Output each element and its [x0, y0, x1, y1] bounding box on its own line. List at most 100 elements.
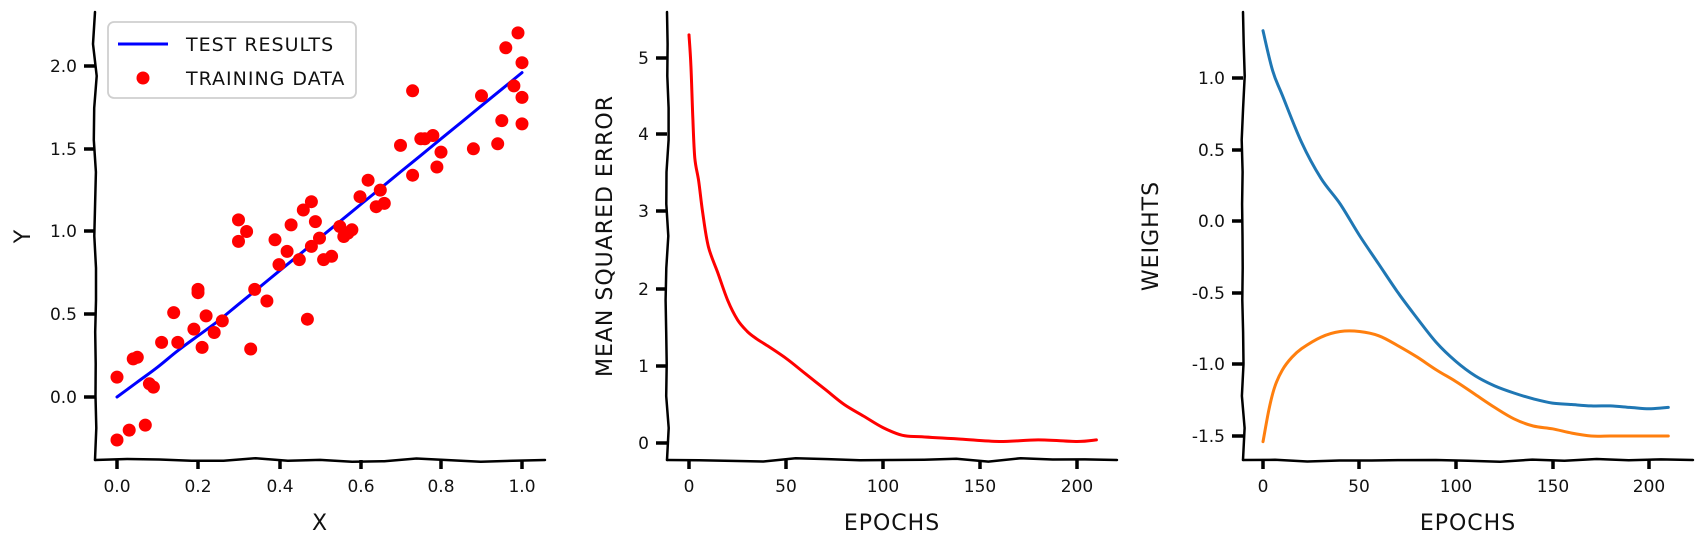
legend: TEST RESULTS TRAINING DATA — [107, 21, 357, 99]
x-tick-label: 0.4 — [266, 477, 293, 497]
x-tick-label: 50 — [1348, 477, 1370, 497]
y-tick-label: 1 — [638, 357, 649, 377]
data-point — [515, 117, 529, 131]
data-point — [304, 195, 318, 209]
x-axis-line — [665, 456, 1119, 463]
legend-label: TRAINING DATA — [185, 68, 345, 90]
panel-1: 0.0 0.2 0.4 0.6 0.8 1.0 0.0 0.5 1.0 1.5 2.0 X Y TEST … — [11, 10, 547, 536]
data-point — [122, 423, 136, 437]
data-point — [353, 190, 367, 204]
data-point — [426, 129, 440, 142]
y-axis-label: MEAN SQUARED ERROR — [593, 95, 618, 377]
data-point — [406, 168, 420, 182]
series-line-1 — [1261, 29, 1670, 411]
panel-2: 0 50 100 150 200 0 1 2 3 4 5 EPOCHS MEAN SQUARED ERR… — [593, 10, 1119, 536]
series-training-data — [110, 26, 529, 447]
data-point — [110, 370, 124, 384]
data-point — [260, 294, 274, 308]
data-point — [361, 173, 375, 187]
y-axis-line — [1240, 10, 1246, 462]
data-point — [146, 380, 160, 394]
data-point — [300, 312, 314, 326]
y-tick-label: 4 — [638, 125, 649, 145]
y-tick-label: 2.0 — [50, 57, 77, 77]
data-point — [394, 138, 407, 152]
data-point — [475, 89, 488, 103]
legend-dot-swatch — [136, 71, 150, 85]
data-point — [171, 335, 185, 349]
legend-box — [107, 21, 357, 99]
y-tick-label: 0.0 — [1198, 212, 1225, 232]
series-line-2 — [1261, 329, 1670, 444]
x-tick-label: 150 — [1537, 477, 1569, 497]
data-point — [240, 225, 254, 238]
y-axis-label: Y — [11, 229, 36, 244]
y-tick-label: 0.5 — [1198, 141, 1225, 161]
x-axis-label: EPOCHS — [1420, 511, 1516, 536]
data-point — [507, 79, 521, 93]
data-point — [296, 203, 310, 217]
x-axis-label: X — [312, 511, 328, 536]
data-point — [207, 326, 221, 339]
data-point — [430, 160, 444, 174]
y-tick-label: -1.5 — [1192, 427, 1225, 447]
data-point — [491, 137, 505, 151]
series-line-1 — [687, 33, 1098, 444]
data-point — [515, 56, 529, 70]
data-point — [284, 218, 298, 232]
data-point — [377, 196, 391, 210]
data-point — [511, 26, 525, 40]
data-point — [304, 239, 318, 253]
y-axis-line — [664, 10, 670, 462]
data-point — [138, 418, 152, 432]
data-point — [499, 41, 513, 55]
panel-3: 0 50 100 150 200 -1.5 -1.0 -0.5 0.0 0.5 1.0 EPOCHS W… — [1139, 10, 1695, 536]
x-tick-label: 50 — [775, 477, 797, 497]
y-tick-label: 1.5 — [50, 140, 77, 160]
data-point — [248, 282, 262, 296]
data-point — [515, 90, 529, 104]
x-tick-label: 0.6 — [347, 477, 374, 497]
y-tick-label: 5 — [638, 49, 649, 69]
data-point — [232, 213, 245, 227]
data-point — [280, 244, 294, 258]
data-point — [325, 249, 339, 263]
y-axis-label: WEIGHTS — [1139, 181, 1164, 291]
data-point — [313, 231, 326, 245]
data-point — [345, 223, 359, 237]
data-point — [110, 433, 124, 447]
y-tick-label: 0 — [638, 434, 649, 454]
x-tick-label: 200 — [1633, 477, 1665, 497]
x-tick-label: 1.0 — [508, 477, 535, 497]
x-tick-label: 200 — [1061, 477, 1093, 497]
x-tick-label: 0.2 — [184, 477, 211, 497]
y-axis-line — [91, 10, 98, 462]
y-tick-label: 1.0 — [1198, 69, 1225, 89]
y-tick-label: 2 — [638, 280, 649, 300]
data-point — [155, 335, 169, 349]
legend-label: TEST RESULTS — [185, 34, 334, 56]
x-tick-label: 0 — [1258, 477, 1269, 497]
data-point — [373, 183, 387, 197]
data-point — [292, 253, 306, 267]
data-point — [191, 286, 205, 300]
data-point — [167, 306, 181, 320]
x-tick-label: 150 — [964, 477, 996, 497]
x-tick-label: 100 — [1440, 477, 1472, 497]
x-axis-line — [1241, 457, 1695, 464]
x-tick-label: 0.0 — [103, 477, 130, 497]
y-tick-label: 0.0 — [50, 388, 77, 408]
data-point — [268, 233, 282, 247]
data-point — [406, 84, 420, 98]
x-tick-label: 0 — [684, 477, 695, 497]
y-tick-label: 0.5 — [50, 305, 77, 325]
data-point — [272, 258, 286, 272]
data-point — [466, 142, 480, 156]
data-point — [232, 234, 245, 248]
x-tick-label: 100 — [867, 477, 899, 497]
y-tick-label: -0.5 — [1192, 284, 1225, 304]
data-point — [130, 350, 144, 364]
y-tick-label: -1.0 — [1192, 355, 1225, 375]
y-tick-label: 1.0 — [50, 222, 77, 242]
